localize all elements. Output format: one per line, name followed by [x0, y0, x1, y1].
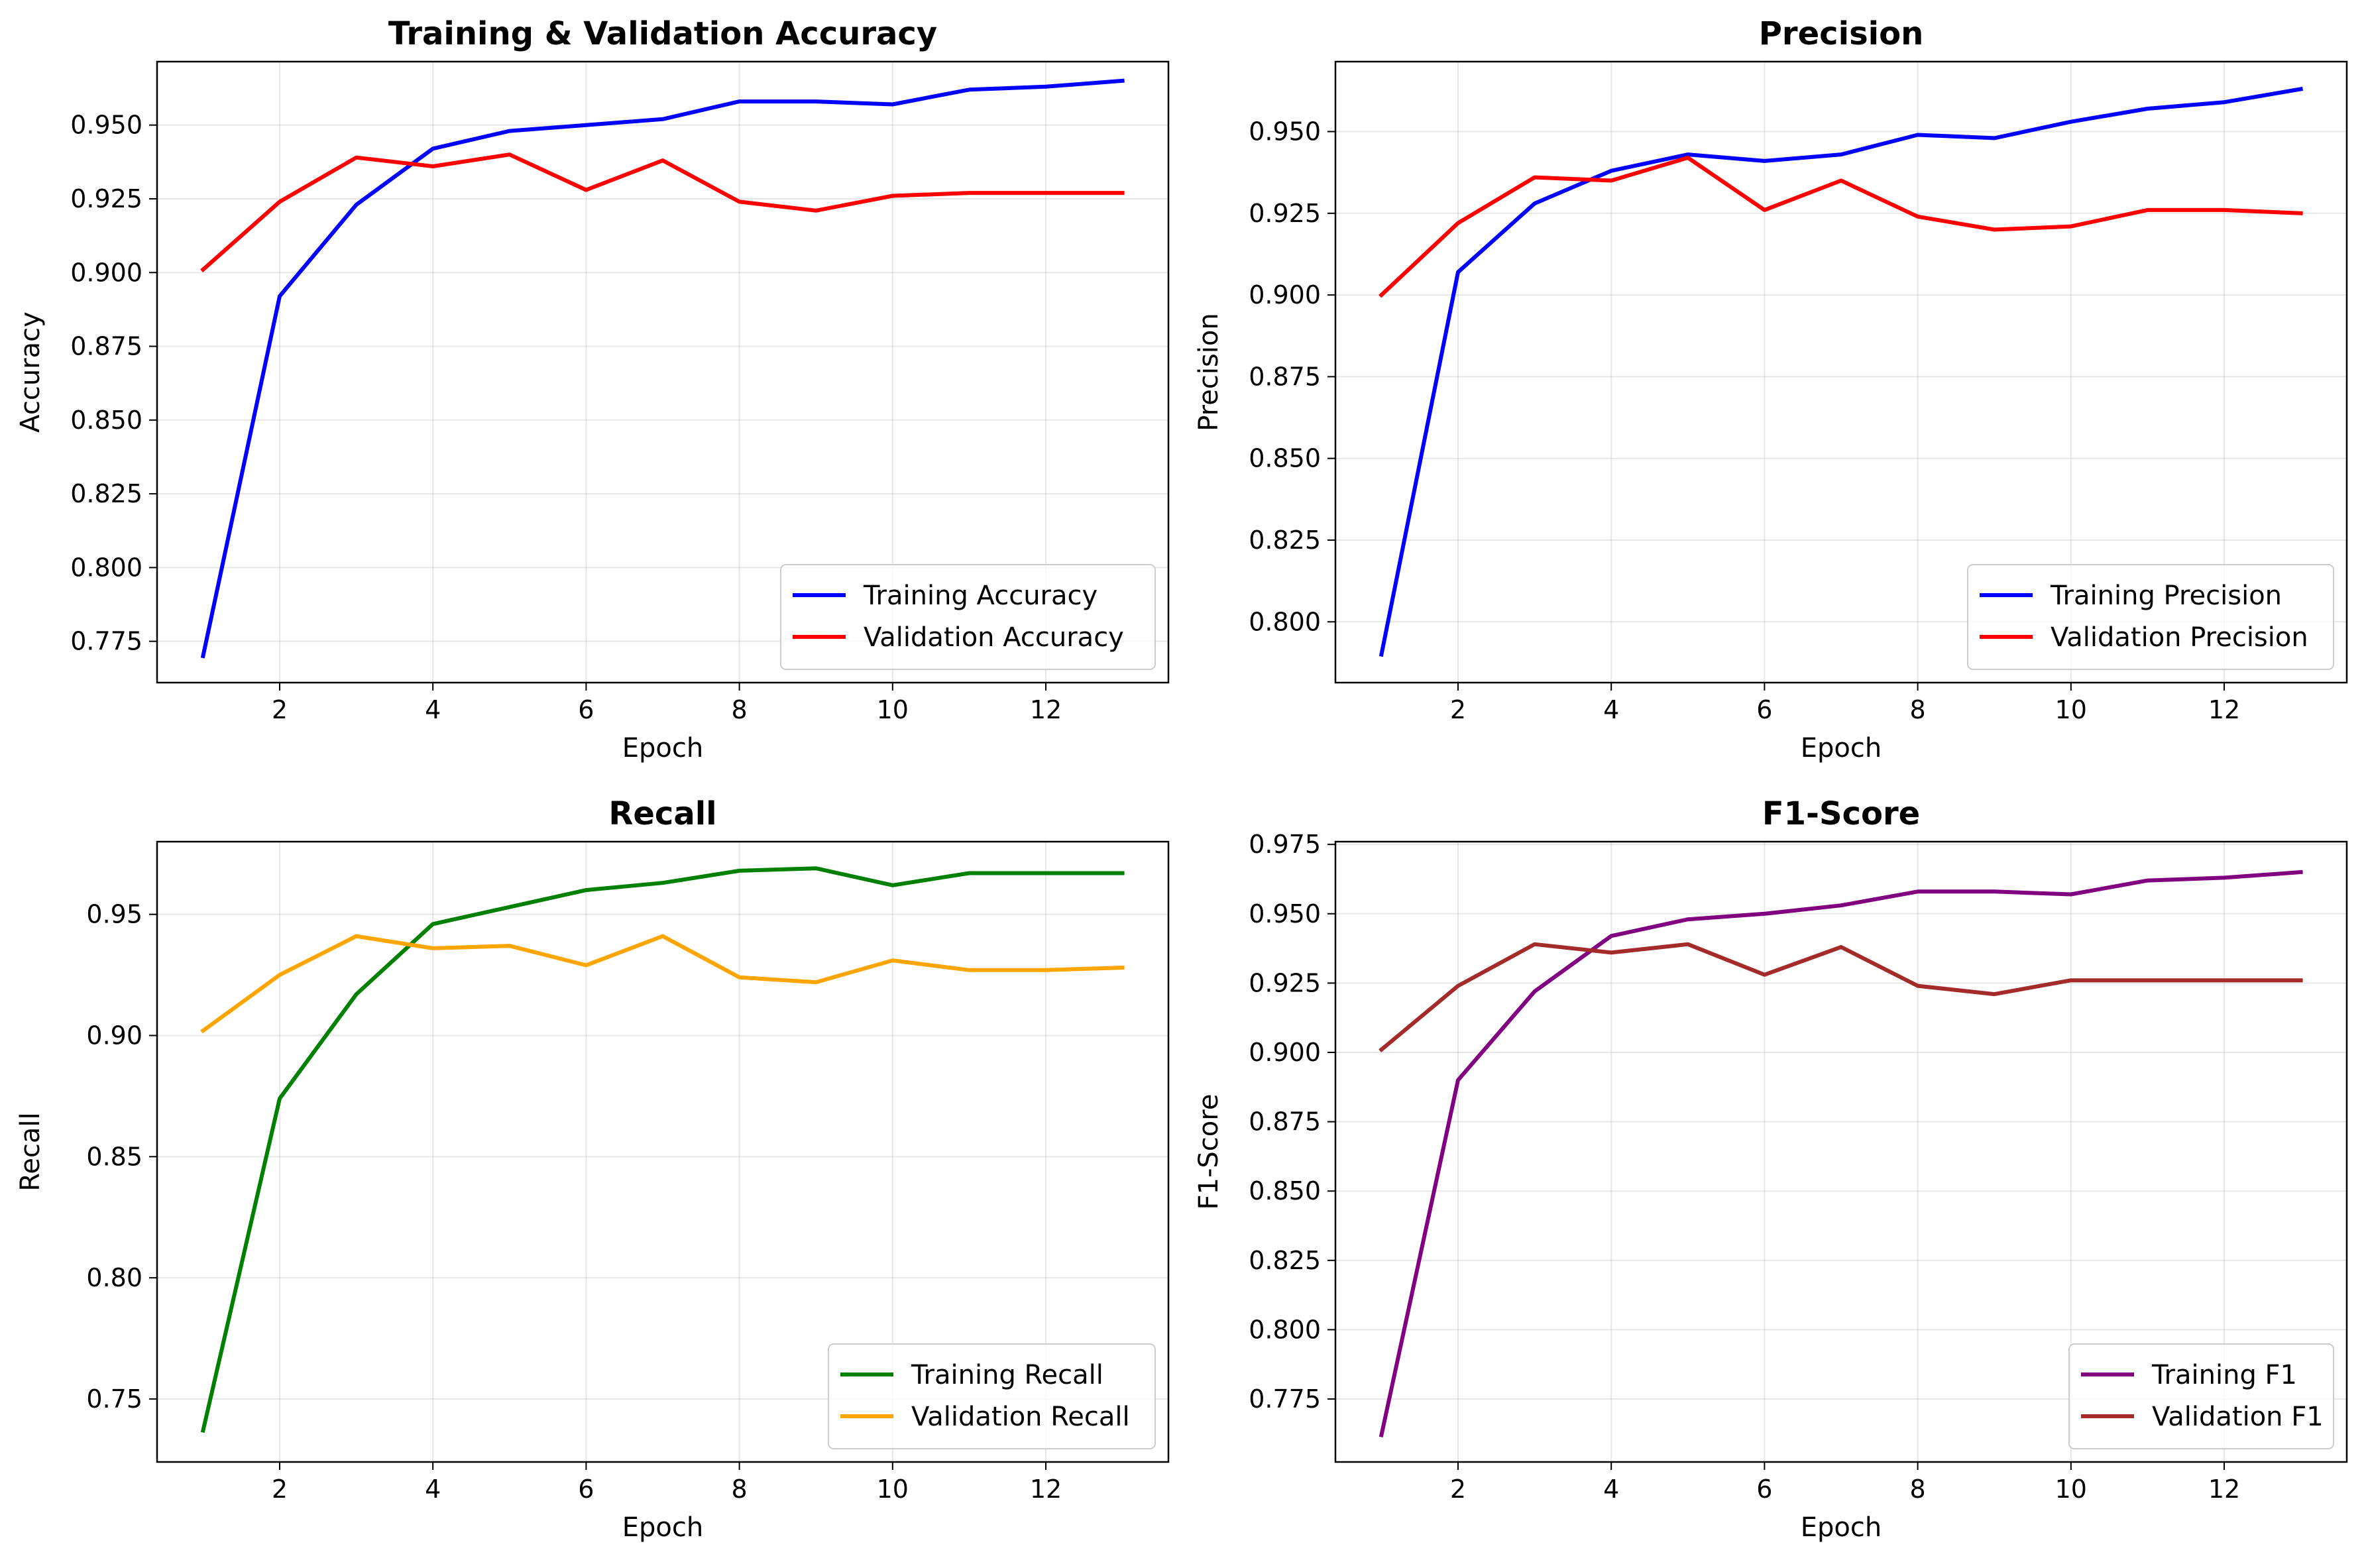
y-tick-label: 0.825 [1249, 1246, 1321, 1275]
x-tick-label: 2 [272, 695, 288, 724]
y-axis-label: F1-Score [1194, 1094, 1224, 1210]
chart-title: Recall [608, 795, 716, 832]
series-line-training-accuracy [200, 78, 1125, 659]
x-tick-label: 8 [732, 695, 748, 724]
y-tick-label: 0.775 [70, 627, 142, 656]
series-line-validation-f1 [1379, 942, 2303, 1053]
plot-frame [1334, 60, 2348, 684]
legend: Training Precision Validation Precision [1967, 564, 2334, 670]
series-line-validation-accuracy [200, 152, 1125, 273]
legend-box [780, 564, 1156, 670]
legend-label-training-precision: Training Precision [2050, 581, 2282, 611]
x-tick-label: 12 [1030, 1475, 1062, 1504]
chart-panel-precision: Precision 2 4 6 8 10 12 0.800 0.825 0.850 0.875 0.9… [1194, 15, 2348, 763]
legend-label-validation-f1: Validation F1 [2152, 1402, 2324, 1432]
y-tick-label: 0.925 [1249, 968, 1321, 997]
y-tick-label: 0.950 [70, 111, 142, 140]
series-line-training-f1 [1379, 869, 2303, 1437]
legend-box [2068, 1343, 2334, 1449]
y-tick-label: 0.925 [70, 184, 142, 213]
y-tick-label: 0.925 [1249, 199, 1321, 228]
x-tick-label: 10 [877, 695, 909, 724]
legend: Training F1 Validation F1 [2068, 1343, 2334, 1449]
x-tick-label: 10 [2055, 695, 2087, 724]
chart-title: F1-Score [1762, 795, 1920, 832]
chart-panel-training-validation-accuracy: Training & Validation Accuracy 2 4 6 8 10 12 0.… [15, 15, 1170, 763]
legend-label-validation-precision: Validation Precision [2051, 622, 2308, 653]
chart-title: Training & Validation Accuracy [388, 15, 937, 52]
x-tick-label: 6 [578, 695, 594, 724]
x-tick-label: 2 [1450, 1475, 1466, 1504]
y-tick-label: 0.900 [1249, 1038, 1321, 1067]
y-tick-label: 0.90 [86, 1021, 142, 1050]
y-tick-label: 0.975 [1249, 830, 1321, 859]
series-line-training-recall [200, 866, 1125, 1433]
legend-label-training-f1: Training F1 [2151, 1360, 2297, 1390]
legend-label-validation-recall: Validation Recall [911, 1402, 1130, 1432]
y-tick-label: 0.900 [1249, 280, 1321, 309]
legend: Training Recall Validation Recall [828, 1343, 1156, 1449]
legend-box [828, 1343, 1156, 1449]
x-tick-label: 2 [1450, 695, 1466, 724]
x-tick-label: 4 [1603, 1475, 1619, 1504]
y-tick-label: 0.875 [1249, 362, 1321, 391]
y-tick-label: 0.825 [70, 479, 142, 508]
chart-panel-f1-score: F1-Score 2 4 6 8 10 12 0.775 0.800 0.825 0.850 0.87… [1194, 795, 2348, 1543]
y-tick-label: 0.900 [70, 258, 142, 287]
x-tick-label: 12 [2208, 695, 2240, 724]
plot-frame [1334, 840, 2348, 1463]
x-tick-label: 4 [425, 695, 441, 724]
y-axis-label: Accuracy [15, 311, 46, 433]
x-tick-label: 4 [1603, 695, 1619, 724]
plot-frame [156, 840, 1170, 1463]
y-tick-label: 0.80 [86, 1263, 142, 1292]
y-tick-label: 0.850 [1249, 444, 1321, 473]
x-tick-label: 2 [272, 1475, 288, 1504]
series-line-validation-precision [1379, 156, 2303, 298]
legend-label-training-recall: Training Recall [911, 1360, 1103, 1390]
x-tick-label: 6 [1756, 695, 1772, 724]
y-tick-label: 0.950 [1249, 899, 1321, 928]
x-tick-label: 6 [1756, 1475, 1772, 1504]
legend-box [1967, 564, 2334, 670]
x-tick-label: 10 [2055, 1475, 2087, 1504]
x-tick-label: 8 [732, 1475, 748, 1504]
y-tick-label: 0.950 [1249, 117, 1321, 146]
x-axis-label: Epoch [1801, 1512, 1882, 1543]
y-tick-label: 0.800 [1249, 1315, 1321, 1344]
y-tick-label: 0.775 [1249, 1384, 1321, 1414]
y-tick-label: 0.800 [1249, 607, 1321, 636]
plot-frame [156, 60, 1170, 684]
x-tick-label: 10 [877, 1475, 909, 1504]
y-tick-label: 0.95 [86, 900, 142, 929]
y-tick-label: 0.875 [70, 332, 142, 361]
chart-title: Precision [1759, 15, 1923, 52]
x-tick-label: 12 [1030, 695, 1062, 724]
y-tick-label: 0.75 [86, 1384, 142, 1414]
x-axis-label: Epoch [1801, 733, 1882, 763]
x-tick-label: 4 [425, 1475, 441, 1504]
series-line-validation-recall [200, 934, 1125, 1034]
legend-label-training-accuracy: Training Accuracy [863, 581, 1098, 611]
y-tick-label: 0.800 [70, 553, 142, 582]
x-tick-label: 12 [2208, 1475, 2240, 1504]
y-axis-label: Precision [1194, 313, 1224, 431]
x-axis-label: Epoch [622, 733, 703, 763]
legend-label-validation-accuracy: Validation Accuracy [864, 622, 1124, 653]
y-axis-label: Recall [15, 1112, 46, 1191]
y-tick-label: 0.850 [1249, 1176, 1321, 1205]
x-tick-label: 8 [1910, 695, 1926, 724]
legend: Training Accuracy Validation Accuracy [780, 564, 1156, 670]
x-axis-label: Epoch [622, 1512, 703, 1543]
x-tick-label: 8 [1910, 1475, 1926, 1504]
chart-panel-recall: Recall 2 4 6 8 10 12 0.75 0.80 0.85 0.90 0.95 Epoch R… [15, 795, 1170, 1543]
series-line-training-precision [1379, 86, 2304, 657]
y-tick-label: 0.825 [1249, 526, 1321, 555]
x-tick-label: 6 [578, 1475, 594, 1504]
y-tick-label: 0.875 [1249, 1107, 1321, 1137]
y-tick-label: 0.850 [70, 406, 142, 435]
y-tick-label: 0.85 [86, 1142, 142, 1171]
